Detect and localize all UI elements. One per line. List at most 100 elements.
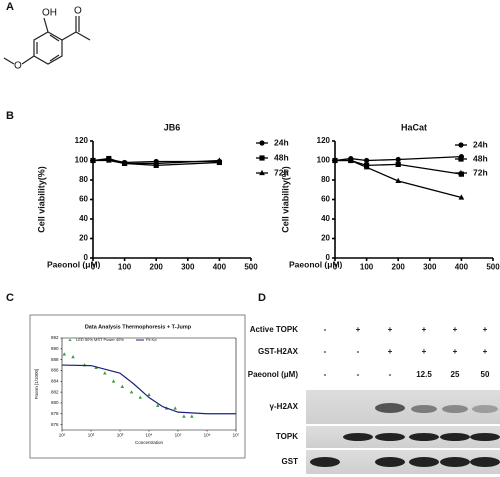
y-tick-label: 0 — [326, 253, 331, 262]
lane-sign: 25 — [451, 370, 460, 379]
x-tick-label: 400 — [455, 263, 469, 272]
band-label: γ-H2AX — [270, 402, 299, 411]
marker — [62, 352, 67, 356]
marker — [259, 140, 265, 146]
legend-label: 72h — [274, 167, 289, 177]
y-tick-label: 878 — [51, 411, 59, 416]
marker — [155, 403, 160, 407]
marker — [68, 338, 72, 342]
y-tick-label: 100 — [75, 156, 89, 165]
legend-label: 48h — [473, 153, 488, 163]
x-tick-label: 200 — [392, 263, 406, 272]
lane-sign: - — [389, 370, 392, 379]
y-tick-label: 886 — [51, 368, 59, 373]
marker — [173, 406, 177, 410]
marker — [259, 169, 265, 176]
lane-sign: + — [422, 325, 427, 334]
legend-label: 48h — [274, 152, 289, 162]
marker — [111, 379, 116, 383]
chart-title: HaCat — [401, 122, 427, 132]
x-tick-label: 10⁵ — [175, 432, 182, 437]
row-label: Paeonol (μM) — [248, 370, 299, 379]
x-axis-label: Paeonol (μM) — [47, 259, 101, 269]
y-tick-label: 120 — [75, 136, 89, 145]
marker — [216, 157, 223, 163]
lane-sign: + — [388, 325, 393, 334]
atom-label: OH — [42, 8, 57, 19]
y-tick-label: 40 — [79, 214, 88, 223]
marker — [259, 155, 265, 161]
marker — [458, 169, 464, 176]
y-tick-label: 892 — [51, 335, 59, 340]
y-tick-label: 60 — [321, 195, 330, 204]
legend-label: Fit Kd — [146, 337, 156, 342]
lane-sign: + — [483, 347, 488, 356]
y-tick-label: 0 — [84, 253, 89, 262]
marker — [153, 160, 160, 166]
panel-label: D — [258, 292, 266, 304]
x-tick-label: 500 — [486, 263, 500, 272]
y-tick-label: 20 — [79, 234, 88, 243]
marker — [71, 355, 75, 359]
marker — [147, 392, 151, 397]
y-tick-label: 100 — [317, 156, 331, 165]
x-tick-label: 300 — [423, 263, 437, 272]
x-tick-label: 100 — [118, 263, 132, 272]
marker — [138, 395, 143, 399]
x-tick-label: 200 — [150, 263, 164, 272]
marker — [332, 157, 338, 163]
y-tick-label: 884 — [51, 378, 59, 383]
marker — [129, 390, 134, 394]
x-tick-label: 10³ — [117, 432, 124, 437]
x-tick-label: 0 — [333, 263, 338, 272]
atom-label: O — [74, 6, 82, 17]
x-tick-label: 10⁷ — [233, 432, 240, 437]
lane-sign: - — [324, 347, 327, 356]
y-tick-label: 120 — [317, 136, 331, 145]
x-tick-label: 0 — [91, 263, 96, 272]
marker — [458, 142, 464, 148]
x-axis-label: Paeonol (μM) — [289, 259, 343, 269]
lane-sign: - — [357, 347, 360, 356]
lane-sign: - — [324, 370, 327, 379]
band-label: GST — [282, 457, 299, 466]
blot-bands — [310, 403, 500, 467]
legend-label: 24h — [274, 137, 289, 147]
panel-label: C — [6, 292, 14, 304]
y-tick-label: 888 — [51, 357, 59, 362]
y-tick-label: 882 — [51, 389, 59, 394]
marker — [395, 161, 401, 167]
y-axis-label: Fnorm [1/1000] — [34, 369, 39, 400]
y-tick-label: 890 — [51, 346, 59, 351]
marker — [458, 156, 464, 162]
x-tick-label: 500 — [244, 263, 258, 272]
x-tick-label: 100 — [360, 263, 374, 272]
lane-sign: 12.5 — [416, 370, 432, 379]
marker — [364, 157, 370, 164]
marker — [363, 164, 370, 170]
y-tick-label: 60 — [79, 195, 88, 204]
x-axis-label: Concentration — [135, 440, 164, 445]
lane-sign: + — [356, 325, 361, 334]
y-tick-label: 876 — [51, 422, 59, 427]
marker — [120, 384, 125, 388]
marker — [395, 177, 402, 184]
marker — [121, 160, 128, 166]
panel-label: B — [6, 110, 14, 122]
lane-sign: - — [357, 370, 360, 379]
lane-sign: + — [483, 325, 488, 334]
x-tick-label: 10⁶ — [204, 432, 211, 437]
panel-label: A — [6, 1, 14, 13]
y-tick-label: 40 — [321, 214, 330, 223]
marker — [90, 157, 96, 163]
lane-sign: + — [388, 347, 393, 356]
lane-sign: + — [422, 347, 427, 356]
marker — [103, 371, 107, 375]
chart-title: Data Analysis Thermophoresis + T-Jump — [85, 324, 192, 330]
y-axis-label: Cell viability(%) — [280, 166, 290, 233]
marker — [347, 157, 354, 163]
x-tick-label: 10⁴ — [146, 432, 153, 437]
y-tick-label: 80 — [321, 175, 330, 184]
